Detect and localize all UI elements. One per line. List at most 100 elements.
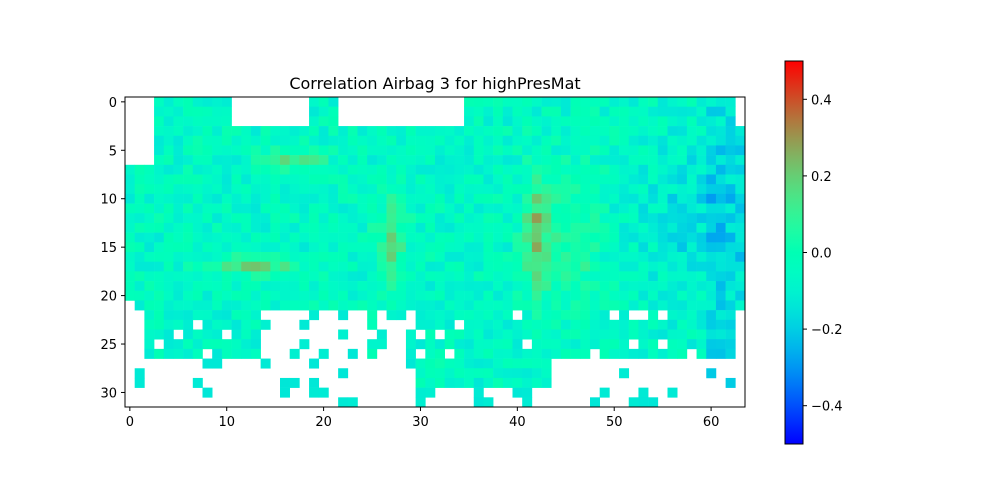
heatmap-cell: [425, 329, 436, 340]
heatmap-cell: [725, 261, 736, 272]
heatmap-cell: [473, 135, 484, 146]
heatmap-cell: [560, 339, 571, 350]
heatmap-cell: [270, 184, 281, 195]
heatmap-cell: [483, 252, 494, 262]
heatmap-cell: [154, 252, 165, 262]
heatmap-cell: [706, 126, 717, 137]
heatmap-cell: [706, 339, 717, 350]
heatmap-cell: [328, 155, 339, 166]
heatmap-cell: [154, 155, 165, 166]
heatmap-cell: [464, 368, 475, 379]
heatmap-cell: [328, 116, 339, 127]
heatmap-cell: [367, 145, 378, 156]
heatmap-cell: [473, 222, 484, 233]
heatmap-cell: [376, 271, 387, 282]
heatmap-cell: [173, 310, 184, 321]
heatmap-cell: [686, 193, 697, 204]
heatmap-cell: [376, 222, 387, 233]
heatmap-cell: [202, 135, 213, 146]
heatmap-cell: [725, 174, 736, 185]
heatmap-cell: [493, 368, 504, 379]
heatmap-cell: [367, 310, 378, 321]
heatmap-cell: [599, 145, 610, 156]
heatmap-cell: [309, 358, 320, 369]
heatmap-cell: [483, 145, 494, 156]
heatmap-cell: [299, 242, 310, 253]
heatmap-cell: [638, 261, 649, 272]
heatmap-cell: [357, 261, 368, 272]
heatmap-cell: [493, 116, 504, 127]
heatmap-cell: [454, 377, 465, 388]
heatmap-cell: [289, 155, 300, 166]
heatmap-cell: [231, 310, 242, 321]
heatmap-cell: [677, 126, 688, 137]
heatmap-cell: [367, 232, 378, 243]
heatmap-cell: [541, 290, 552, 301]
y-tick-label: 10: [100, 193, 117, 208]
heatmap-cell: [183, 310, 194, 321]
heatmap-cell: [125, 232, 135, 243]
heatmap-cell: [590, 193, 600, 204]
heatmap-cell: [677, 242, 688, 253]
heatmap-cell: [638, 300, 649, 311]
heatmap-cell: [289, 145, 300, 156]
heatmap-cell: [483, 281, 494, 292]
heatmap-cell: [347, 203, 358, 214]
heatmap-cell: [715, 193, 726, 204]
heatmap-cell: [502, 203, 513, 214]
heatmap-cell: [454, 222, 465, 233]
heatmap-cell: [202, 300, 213, 311]
heatmap-cell: [444, 213, 455, 224]
heatmap-cell: [280, 203, 290, 214]
heatmap-cell: [202, 290, 213, 301]
heatmap-cell: [376, 135, 387, 146]
heatmap-cell: [696, 242, 707, 253]
heatmap-cell: [396, 145, 407, 156]
heatmap-cell: [299, 126, 310, 137]
heatmap-cell: [522, 271, 533, 282]
heatmap-cell: [619, 290, 630, 301]
heatmap-cell: [212, 222, 223, 233]
heatmap-cell: [735, 155, 746, 166]
heatmap-cell: [299, 213, 310, 224]
heatmap-cell: [667, 116, 678, 127]
heatmap-cell: [212, 271, 223, 282]
heatmap-cell: [163, 222, 174, 233]
heatmap-cell: [706, 232, 717, 243]
heatmap-cell: [299, 271, 310, 282]
heatmap-cell: [270, 232, 281, 243]
heatmap-cell: [435, 271, 445, 282]
heatmap-cell: [192, 300, 203, 311]
heatmap-cell: [396, 242, 407, 253]
heatmap-cell: [541, 155, 552, 166]
heatmap-cell: [657, 164, 668, 175]
heatmap-cell: [648, 242, 659, 253]
heatmap-cell: [386, 261, 397, 272]
heatmap-cell: [367, 203, 378, 214]
heatmap-cell: [725, 290, 736, 301]
heatmap-cell: [338, 261, 349, 272]
heatmap-cell: [628, 252, 639, 262]
heatmap-cell: [425, 368, 436, 379]
heatmap-cell: [725, 126, 736, 137]
heatmap-cell: [144, 319, 155, 330]
heatmap-cell: [144, 252, 155, 262]
heatmap-cell: [551, 329, 562, 340]
heatmap-cell: [134, 261, 145, 272]
heatmap-cell: [551, 145, 562, 156]
heatmap-cell: [192, 261, 203, 272]
heatmap-cell: [725, 213, 736, 224]
heatmap-cell: [309, 242, 320, 253]
heatmap-cell: [357, 271, 368, 282]
heatmap-cell: [270, 261, 281, 272]
heatmap-cell: [202, 174, 213, 185]
heatmap-cell: [696, 348, 707, 359]
heatmap-cell: [725, 193, 736, 204]
heatmap-cell: [638, 271, 649, 282]
heatmap-cell: [715, 174, 726, 185]
heatmap-cell: [667, 281, 678, 292]
heatmap-cell: [250, 319, 261, 330]
heatmap-cell: [551, 310, 562, 321]
heatmap-cell: [202, 339, 213, 350]
heatmap-cell: [444, 193, 455, 204]
